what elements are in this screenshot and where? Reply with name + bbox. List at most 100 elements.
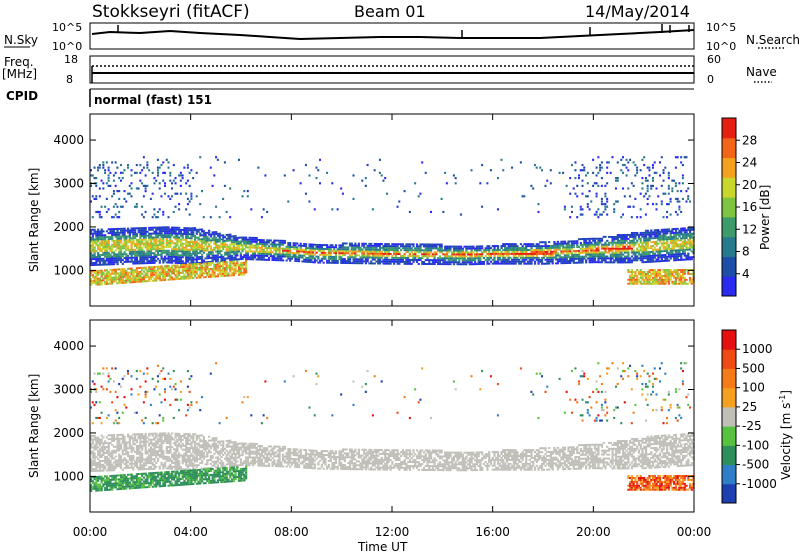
range-gate-cell (415, 255, 419, 258)
range-gate-cell (639, 208, 642, 211)
range-gate-cell (651, 276, 655, 279)
range-gate-cell (667, 274, 671, 277)
range-gate-cell (104, 169, 107, 172)
range-gate-cell (151, 279, 154, 282)
range-gate-cell (121, 243, 124, 246)
range-gate-cell (593, 245, 597, 248)
range-gate-cell (193, 236, 197, 239)
range-gate-cell (595, 195, 598, 198)
range-gate-cell (363, 246, 366, 249)
range-gate-cell (375, 256, 378, 259)
range-gate-cell (90, 250, 93, 253)
range-gate-cell (449, 261, 452, 264)
range-gate-cell (260, 258, 264, 261)
range-gate-cell (236, 264, 239, 267)
range-gate-cell (135, 262, 139, 265)
range-gate-cell (667, 269, 671, 272)
range-gate-cell (604, 184, 607, 187)
range-gate-cell (100, 179, 103, 182)
range-gate-cell (678, 272, 681, 275)
range-gate-cell (452, 251, 456, 254)
range-gate-cell (134, 171, 137, 174)
range-gate-cell (107, 208, 110, 211)
range-gate-cell (178, 203, 181, 206)
range-gate-cell (200, 272, 204, 275)
range-gate-cell (91, 276, 94, 279)
range-gate-cell (597, 255, 600, 258)
range-gate-cell (292, 246, 295, 249)
range-gate-cell (125, 281, 128, 284)
range-gate-cell (657, 195, 660, 198)
range-gate-cell (632, 257, 635, 260)
range-gate-cell (678, 282, 681, 285)
range-gate-cell (151, 192, 154, 195)
range-gate-cell (667, 228, 671, 231)
range-gate-cell (507, 243, 510, 246)
range-gate-cell (595, 251, 598, 254)
range-gate-cell (137, 229, 140, 232)
range-gate-cell (185, 182, 188, 185)
range-gate-cell (400, 245, 403, 248)
range-gate-cell (669, 200, 672, 203)
range-gate-cell (644, 176, 647, 180)
range-gate-cell (149, 262, 153, 264)
range-gate-cell (308, 255, 311, 258)
range-gate-cell (333, 248, 336, 251)
range-gate-cell (637, 280, 641, 283)
range-gate-cell (592, 237, 595, 240)
range-gate-cell (144, 242, 147, 245)
range-gate-cell (407, 255, 410, 258)
range-gate-cell (114, 239, 117, 242)
range-gate-cell (93, 252, 96, 255)
range-gate-cell (253, 240, 257, 243)
range-gate-cell (414, 182, 417, 185)
range-gate-cell (326, 259, 329, 262)
range-gate-cell (472, 245, 475, 248)
range-gate-cell (611, 237, 614, 240)
range-gate-cell (623, 247, 626, 250)
range-gate-cell (125, 200, 128, 203)
range-gate-cell (178, 256, 181, 259)
range-gate-cell (158, 275, 161, 278)
range-gate-cell (667, 230, 671, 233)
range-gate-cell (237, 242, 241, 245)
range-gate-cell (178, 228, 181, 231)
range-gate-cell (297, 256, 301, 259)
range-gate-cell (326, 244, 329, 247)
range-gate-cell (165, 274, 168, 277)
range-gate-cell (209, 249, 212, 252)
range-gate-cell (673, 274, 676, 277)
range-gate-cell (593, 237, 597, 240)
range-gate-cell (91, 234, 94, 237)
range-gate-cell (192, 252, 195, 255)
range-gate-cell (361, 260, 364, 263)
range-gate-cell (509, 248, 512, 251)
range-gate-cell (579, 251, 582, 254)
range-gate-cell (135, 244, 139, 247)
range-gate-cell (112, 268, 116, 271)
range-gate-cell (481, 260, 484, 263)
range-gate-cell (643, 239, 646, 242)
range-gate-cell (496, 258, 500, 261)
range-gate-cell (326, 261, 329, 264)
range-gate-cell (398, 262, 401, 265)
range-gate-cell (250, 254, 253, 257)
range-gate-cell (385, 252, 389, 255)
range-gate-cell (370, 256, 373, 259)
range-gate-cell (512, 250, 515, 253)
range-gate-cell (400, 258, 403, 261)
range-gate-cell (588, 237, 591, 240)
range-gate-cell (361, 258, 364, 261)
range-gate-cell (303, 260, 306, 263)
range-gate-cell (121, 176, 124, 180)
range-gate-cell (643, 278, 646, 281)
range-gate-cell (105, 247, 109, 250)
range-gate-cell (424, 245, 427, 248)
range-gate-cell (283, 247, 286, 250)
range-gate-cell (572, 259, 575, 262)
range-gate-cell (600, 184, 603, 187)
range-gate-cell (199, 261, 202, 264)
range-gate-cell (200, 274, 204, 277)
range-gate-cell (311, 245, 315, 248)
